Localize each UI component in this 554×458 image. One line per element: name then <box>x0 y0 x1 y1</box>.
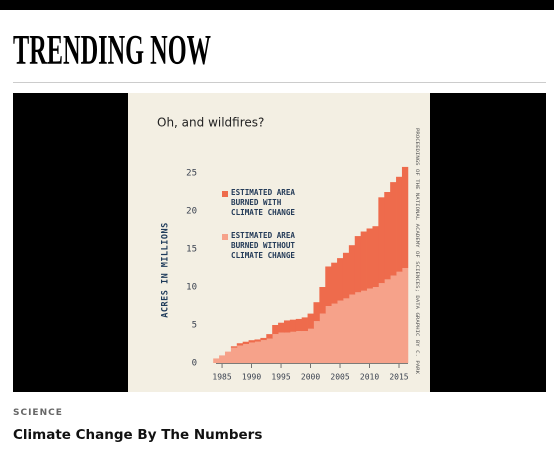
y-tick-label: 10 <box>186 283 197 293</box>
area-step <box>230 347 238 363</box>
area-step <box>295 331 303 363</box>
area-step <box>348 245 356 295</box>
area-step <box>278 322 285 333</box>
area-step <box>242 341 249 344</box>
y-tick-label: 20 <box>186 207 197 217</box>
chart-title: Oh, and wildfires? <box>157 116 264 130</box>
x-tick-label: 2010 <box>360 373 379 382</box>
area-step <box>337 258 344 301</box>
area-step <box>278 332 285 363</box>
area-step <box>260 340 267 363</box>
area-step <box>396 271 403 363</box>
area-step <box>390 182 397 276</box>
area-step <box>342 298 350 363</box>
area-step <box>289 331 297 363</box>
area-step <box>360 290 367 363</box>
area-step <box>319 287 326 314</box>
legend-swatch <box>222 191 228 197</box>
area-step <box>236 343 244 346</box>
area-step <box>401 166 409 268</box>
area-step <box>384 279 391 363</box>
area-step <box>348 294 356 363</box>
area-step <box>360 231 367 291</box>
y-tick-label: 5 <box>192 321 197 331</box>
y-tick-label: 25 <box>186 169 197 179</box>
area-step <box>219 355 226 363</box>
area-step <box>313 321 320 363</box>
area-step <box>301 331 308 363</box>
source-note: PROCEEDINGS OF THE NATIONAL ACADEMY OF S… <box>414 128 420 374</box>
area-step <box>372 287 379 363</box>
area-step <box>224 351 232 363</box>
area-step <box>266 338 273 363</box>
top-bar <box>0 0 554 10</box>
area-step <box>325 266 332 306</box>
area-step <box>248 340 255 343</box>
area-step <box>295 318 303 332</box>
area-step <box>378 283 385 363</box>
area-step <box>266 334 273 339</box>
area-step <box>366 288 373 363</box>
x-tick-label: 1990 <box>242 373 261 382</box>
area-step <box>396 176 403 272</box>
area-step <box>301 317 308 332</box>
y-tick-label: 15 <box>186 245 197 255</box>
area-step <box>272 325 279 335</box>
area-step <box>331 303 338 363</box>
y-axis-label: ACRES IN MILLIONS <box>161 222 171 318</box>
x-tick-label: 2000 <box>301 373 320 382</box>
area-step <box>354 292 362 363</box>
x-tick-label: 2005 <box>330 373 349 382</box>
area-step <box>331 262 338 304</box>
area-step <box>283 332 291 363</box>
area-step <box>378 197 385 284</box>
x-tick-label: 1985 <box>212 373 231 382</box>
area-step <box>401 268 409 363</box>
area-step <box>313 302 320 322</box>
area-step <box>230 346 238 348</box>
area-step <box>307 328 314 363</box>
legend-swatch <box>222 234 228 240</box>
legend-label: ESTIMATED AREA BURNED WITHOUT CLIMATE CH… <box>231 231 296 260</box>
area-step <box>248 342 255 363</box>
area-step <box>254 341 261 363</box>
area-step <box>307 313 314 329</box>
area-step <box>319 313 326 363</box>
area-step <box>242 344 249 363</box>
headline[interactable]: Climate Change By The Numbers <box>13 427 263 443</box>
section-label: SCIENCE <box>13 408 63 418</box>
area-step <box>325 306 332 363</box>
area-step <box>366 228 373 289</box>
area-step <box>354 236 362 293</box>
legend-label: ESTIMATED AREA BURNED WITH CLIMATE CHANG… <box>231 188 296 217</box>
area-step <box>372 226 379 287</box>
section-title: TRENDING NOW <box>13 28 211 74</box>
area-step <box>254 339 261 342</box>
area-step <box>384 192 391 280</box>
x-tick-label: 1995 <box>271 373 290 382</box>
area-step <box>289 319 297 332</box>
area-step <box>342 252 350 299</box>
area-step <box>272 334 279 363</box>
y-tick-label: 0 <box>192 359 197 369</box>
area-step <box>283 320 291 333</box>
area-step <box>390 275 397 363</box>
area-step <box>337 300 344 363</box>
area-step <box>260 337 267 341</box>
area-step <box>236 345 244 363</box>
x-tick-label: 2015 <box>389 373 408 382</box>
area-step <box>213 358 220 363</box>
